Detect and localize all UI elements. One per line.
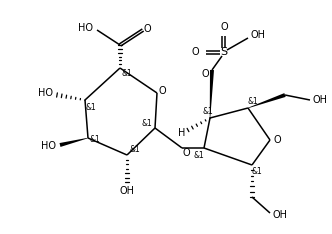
Text: HO: HO [78,23,94,33]
Text: O: O [273,135,281,145]
Text: O: O [182,148,190,158]
Text: H: H [178,128,186,138]
Text: O: O [191,47,199,57]
Text: O: O [220,22,228,32]
Text: &1: &1 [86,102,96,111]
Text: &1: &1 [194,150,205,160]
Text: OH: OH [273,210,288,220]
Text: HO: HO [39,88,53,98]
Text: OH: OH [312,95,327,105]
Text: &1: &1 [252,167,262,176]
Polygon shape [59,138,88,147]
Text: &1: &1 [129,145,140,154]
Text: &1: &1 [142,118,152,128]
Text: OH: OH [251,30,266,40]
Text: &1: &1 [122,69,132,77]
Text: O: O [143,24,151,34]
Text: S: S [220,47,227,57]
Polygon shape [248,93,286,108]
Text: O: O [158,86,166,96]
Text: OH: OH [120,186,134,196]
Polygon shape [210,70,214,118]
Text: O: O [201,69,209,79]
Text: &1: &1 [248,98,258,106]
Text: HO: HO [42,141,56,151]
Text: &1: &1 [90,135,100,145]
Text: &1: &1 [203,106,213,116]
